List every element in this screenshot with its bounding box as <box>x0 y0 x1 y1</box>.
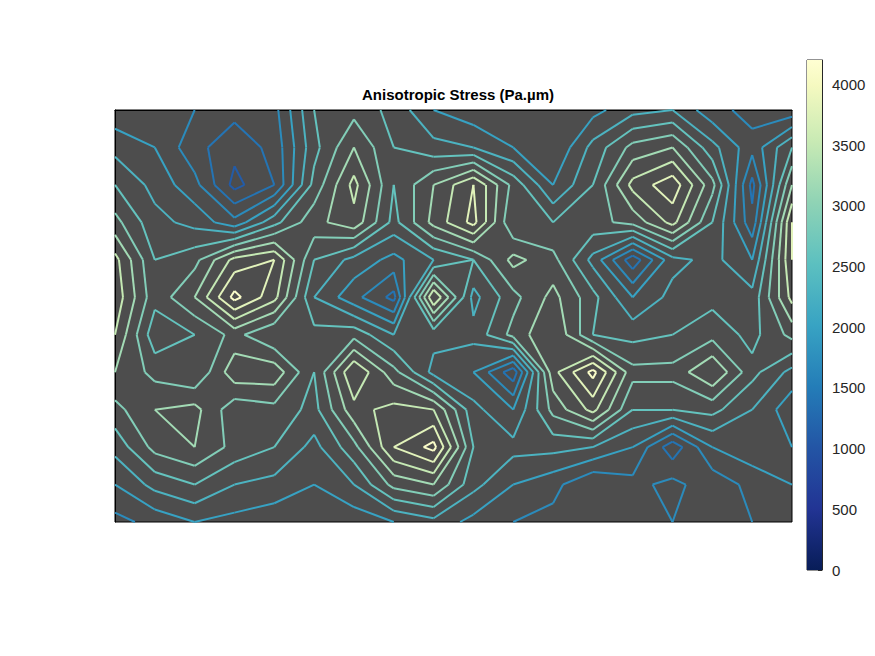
svg-text:1000: 1000 <box>832 440 865 457</box>
svg-text:500: 500 <box>832 501 857 518</box>
svg-text:Anisotropic Stress (Pa.µm): Anisotropic Stress (Pa.µm) <box>362 86 554 103</box>
svg-text:3000: 3000 <box>832 197 865 214</box>
svg-text:0: 0 <box>832 562 840 579</box>
svg-text:2000: 2000 <box>832 319 865 336</box>
svg-text:3500: 3500 <box>832 137 865 154</box>
svg-text:4000: 4000 <box>832 76 865 93</box>
svg-text:1500: 1500 <box>832 379 865 396</box>
svg-text:2500: 2500 <box>832 258 865 275</box>
